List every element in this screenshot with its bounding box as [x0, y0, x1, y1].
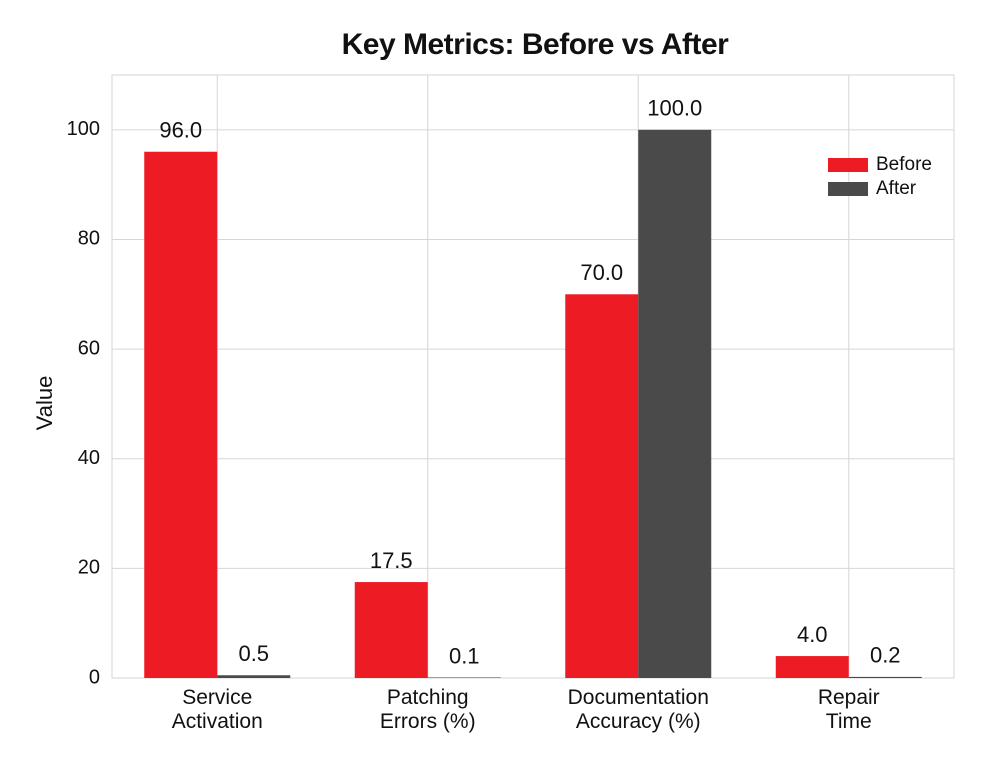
chart-title: Key Metrics: Before vs After: [342, 28, 730, 61]
y-axis-label: Value: [32, 376, 57, 431]
value-label: 0.2: [870, 643, 901, 668]
y-tick-label: 0: [89, 666, 100, 688]
x-tick-label: Repair Time: [817, 686, 880, 733]
y-tick-label: 80: [78, 228, 100, 250]
value-label: 4.0: [797, 622, 828, 647]
bar: [354, 582, 428, 678]
x-tick-label: Service Activation: [171, 686, 263, 733]
value-label: 0.5: [238, 641, 269, 666]
value-label: 96.0: [159, 118, 202, 143]
bar: [775, 656, 849, 678]
value-label: 17.5: [370, 548, 413, 573]
y-tick-label: 100: [67, 118, 100, 140]
value-label: 0.1: [449, 643, 480, 668]
legend-label: Before: [876, 154, 932, 175]
x-tick-label: Patching Errors (%): [379, 686, 476, 733]
bar: [217, 675, 291, 678]
plot-frame: [111, 74, 955, 679]
bar: [565, 294, 639, 678]
bar: [427, 677, 501, 678]
legend-label: After: [876, 178, 917, 199]
y-tick-label: 40: [78, 447, 100, 469]
legend-swatch: [828, 182, 868, 196]
legend-swatch: [828, 158, 868, 172]
x-tick-label: Documentation Accuracy (%): [567, 686, 709, 733]
bar: [144, 151, 218, 678]
bar: [638, 129, 712, 678]
value-label: 100.0: [647, 96, 702, 121]
y-tick-label: 60: [78, 337, 100, 359]
y-tick-label: 20: [78, 557, 100, 579]
bar: [848, 676, 922, 678]
value-label: 70.0: [580, 260, 623, 285]
